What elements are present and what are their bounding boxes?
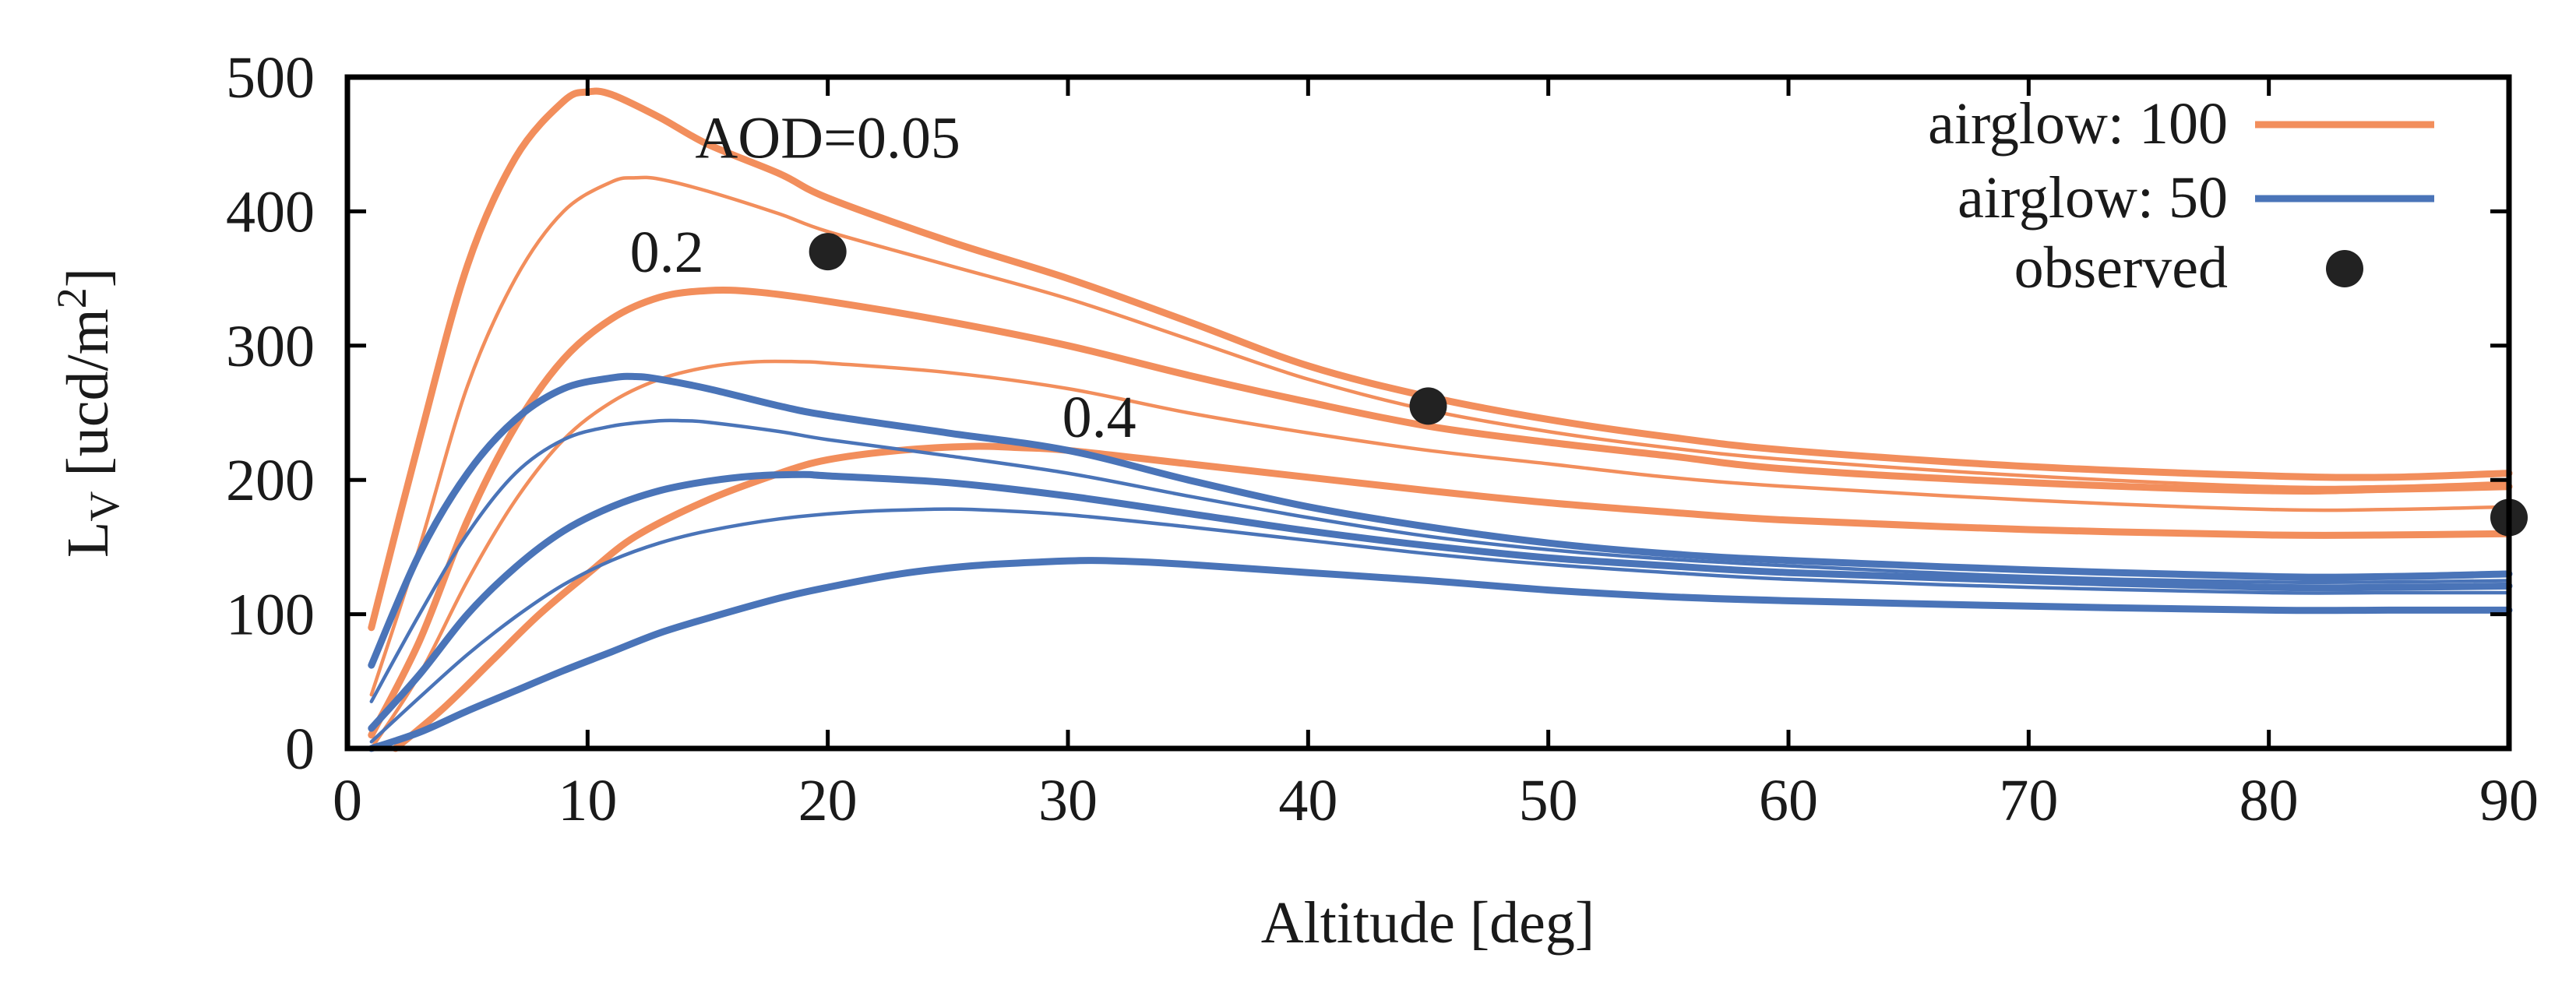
x-tick-label: 0 xyxy=(333,768,362,833)
x-tick-label: 70 xyxy=(1999,768,2058,833)
y-axis-label-unit: [ucd/m xyxy=(55,308,121,491)
plot-frame xyxy=(344,74,2512,752)
y-axis-label-close: ] xyxy=(55,268,121,287)
series-line-airglow50-aod-0-2 xyxy=(368,470,2513,732)
series-line-airglow100-aod-0-05 xyxy=(368,87,2513,632)
series-layer xyxy=(368,87,2513,752)
y-tick-label: 100 xyxy=(226,583,315,648)
y-tick-label: 400 xyxy=(226,179,315,245)
y-tick-label: 500 xyxy=(226,45,315,111)
axis-ticks: 0 10 20 30 40 50 60 70 80 90 0 100 200 300 400 500 xyxy=(226,45,2539,833)
aod-annotation: AOD=0.05 xyxy=(695,106,960,171)
y-axis-label-main: L xyxy=(55,522,121,558)
legend-label: airglow: 100 xyxy=(1928,91,2228,157)
aod-annotation: 0.4 xyxy=(1062,385,1136,450)
series-line-airglow50-aod-0-1 xyxy=(369,418,2511,703)
aod-annotations: AOD=0.05 0.2 0.4 xyxy=(630,106,1136,451)
observed-point xyxy=(1409,387,1447,425)
y-axis-label-subscript: V xyxy=(81,491,128,522)
legend-label: observed xyxy=(2014,235,2228,301)
x-tick-label: 40 xyxy=(1278,768,1337,833)
x-tick-label: 30 xyxy=(1038,768,1098,833)
observed-point xyxy=(809,233,847,271)
series-line-airglow50-aod-0-4 xyxy=(368,557,2513,752)
aod-annotation: 0.2 xyxy=(630,220,704,285)
series-line-airglow50-aod-0-05 xyxy=(368,372,2513,669)
x-tick-label: 10 xyxy=(558,768,617,833)
y-axis-label: LV [ucd/m2] xyxy=(48,268,128,558)
y-axis-label-superscript: 2 xyxy=(48,287,95,308)
x-tick-label: 20 xyxy=(798,768,858,833)
legend-swatch-point xyxy=(2326,250,2363,287)
series-line-airglow100-aod-0-2 xyxy=(368,287,2513,739)
x-tick-label: 60 xyxy=(1759,768,1818,833)
series-line-airglow100-aod-0-4 xyxy=(392,442,2513,752)
y-tick-label: 200 xyxy=(226,448,315,513)
x-tick-label: 50 xyxy=(1519,768,1578,833)
y-tick-label: 300 xyxy=(226,314,315,379)
series-line-airglow50-aod-0-3 xyxy=(369,507,2511,744)
series-line-airglow100-aod-0-1 xyxy=(369,175,2511,697)
x-tick-label: 90 xyxy=(2479,768,2539,833)
x-tick-label: 80 xyxy=(2239,768,2299,833)
legend-label: airglow: 50 xyxy=(1958,165,2228,231)
x-axis-label: Altitude [deg] xyxy=(1261,890,1595,956)
y-tick-label: 0 xyxy=(285,717,315,782)
